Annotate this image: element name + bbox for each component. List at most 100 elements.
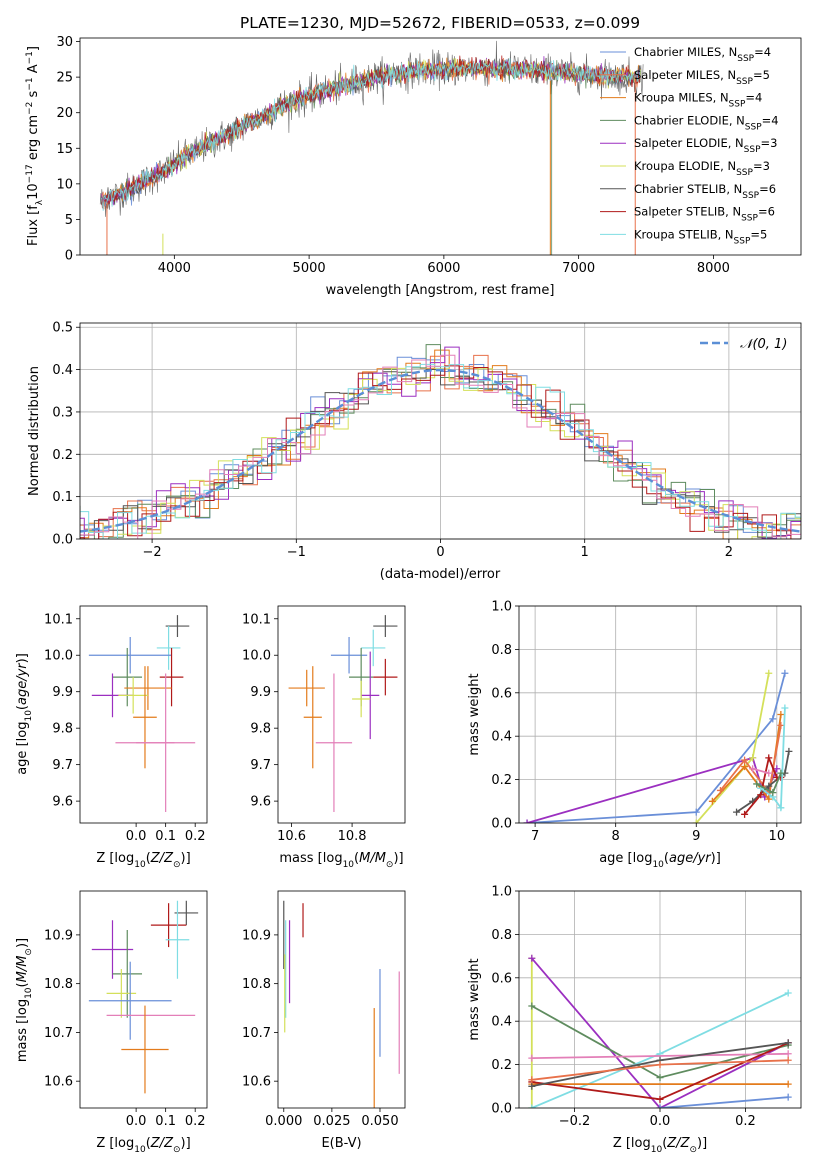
chart-title: PLATE=1230, MJD=52672, FIBERID=0533, z=0… <box>240 14 640 32</box>
x-tick-label: 0.0 <box>126 829 147 844</box>
x-axis-label: wavelength [Angstrom, rest frame] <box>326 283 555 298</box>
mass-weight-marker <box>769 715 777 723</box>
error-bar-point <box>373 658 398 696</box>
error-bar-point <box>165 615 190 637</box>
x-tick-label: 0.025 <box>313 1114 350 1129</box>
error-bar-point <box>133 666 157 769</box>
x-axis-label: Z [log10(Z/Z⊙)] <box>96 851 190 870</box>
x-tick-label: 10.8 <box>338 829 367 844</box>
mass-weight-marker <box>777 804 785 812</box>
axes-massweight_vs_age: 7 8 9 10 0.0 0.2 0.4 0.6 0.8 1.0 <box>491 600 802 844</box>
mass-weight-marker <box>528 954 536 962</box>
legend-label: Chabrier MILES, NSSP=4 <box>634 45 771 64</box>
y-tick-label: 9.7 <box>52 758 73 773</box>
y-tick-label: 10 <box>56 177 73 192</box>
mass-weight-marker <box>708 797 716 805</box>
y-tick-label: 0.8 <box>491 928 512 943</box>
y-tick-label: 0.4 <box>52 363 73 378</box>
mass-weight-marker <box>656 1104 664 1108</box>
legend-label: Salpeter STELIB, NSSP=6 <box>634 205 775 224</box>
y-tick-label: 0.6 <box>491 686 512 701</box>
error-bar-point <box>118 677 148 714</box>
mass-weight-marker <box>757 791 765 799</box>
y-tick-label: 0.8 <box>491 643 512 658</box>
error-bar-point <box>106 969 137 1018</box>
plot-area-age_vs_z <box>88 615 196 813</box>
mass-weight-marker <box>528 1002 536 1010</box>
axes-age_vs_z: 0.0 0.1 0.2 9.6 9.7 9.8 9.9 10.0 10.1 <box>44 605 208 844</box>
y-tick-label: 0.4 <box>491 730 512 745</box>
x-tick-label: 2 <box>725 545 733 560</box>
mass-weight-marker <box>777 711 785 718</box>
plot-area-mass_vs_ebv <box>283 900 400 1108</box>
mass-weight-marker <box>733 808 741 816</box>
y-tick-label: 9.6 <box>250 795 271 810</box>
y-tick-label: 9.9 <box>52 685 73 700</box>
mass-weight-marker <box>777 721 785 729</box>
axes-massweight_vs_z: −0.2 0.0 0.2 0.0 0.2 0.4 0.6 0.8 1.0 <box>491 885 802 1129</box>
error-bar-point <box>352 680 371 718</box>
histogram-step-line <box>80 354 801 539</box>
axes-frame <box>79 37 802 256</box>
mass-weight-series <box>531 957 789 1108</box>
mass-weight-series <box>695 673 770 823</box>
y-tick-label: 10.6 <box>44 1075 73 1090</box>
mass-weight-marker <box>765 795 773 803</box>
mass-weight-marker <box>784 1050 792 1058</box>
x-tick-label: 0.1 <box>155 1114 176 1129</box>
y-tick-label: 10.1 <box>242 612 271 627</box>
y-tick-label: 0.2 <box>52 448 73 463</box>
plot-area-age_vs_mass <box>288 615 398 813</box>
mass-weight-marker <box>784 1093 792 1101</box>
axes-frame <box>79 605 208 824</box>
y-tick-label: 10.0 <box>242 649 271 664</box>
error-bar-point <box>303 666 322 769</box>
error-bar-point <box>91 920 134 979</box>
y-axis-label: mass weight <box>467 673 482 755</box>
histogram-step-line <box>80 369 801 539</box>
x-axis-label: Z [log10(Z/Z⊙)] <box>96 1136 190 1155</box>
plot-area-residuals <box>80 344 801 539</box>
y-tick-label: 0.0 <box>491 1102 512 1117</box>
x-tick-label: 4000 <box>158 261 191 276</box>
y-tick-label: 10.9 <box>44 928 73 943</box>
x-tick-label: −0.2 <box>559 1114 591 1129</box>
x-axis-label: (data-model)/error <box>380 567 501 582</box>
mass-weight-marker <box>765 769 773 777</box>
mass-weight-series <box>719 725 782 795</box>
error-bar-point <box>361 629 386 667</box>
x-tick-label: −1 <box>287 545 306 560</box>
y-axis-label: mass [log10(M/M⊙)] <box>15 938 34 1062</box>
axes-mass_vs_ebv: 0.000 0.025 0.050 10.6 10.7 10.8 10.9 <box>242 890 406 1129</box>
mass-weight-marker <box>773 765 781 773</box>
mass-weight-series <box>659 1096 789 1108</box>
x-tick-label: 7 <box>531 829 539 844</box>
axes-spectrum: 4000 5000 6000 7000 8000 0 5 10 15 20 25 30 <box>56 35 802 276</box>
y-tick-label: 25 <box>56 71 73 86</box>
mass-weight-marker <box>656 1095 664 1103</box>
x-tick-label: 0.0 <box>126 1114 147 1129</box>
error-bar-point <box>330 637 368 674</box>
mass-weight-marker <box>741 756 749 764</box>
x-tick-label: 0.000 <box>265 1114 302 1129</box>
mass-weight-marker <box>784 1080 792 1088</box>
error-bar-point <box>361 651 380 740</box>
y-tick-label: 30 <box>56 35 73 50</box>
error-bar-point <box>159 647 184 707</box>
mass-weight-marker <box>769 789 777 797</box>
y-tick-label: 9.8 <box>52 722 73 737</box>
mass-weight-marker <box>692 819 700 823</box>
x-tick-label: 7000 <box>562 261 595 276</box>
legend-label: Kroupa ELODIE, NSSP=3 <box>634 159 770 178</box>
error-bar-point <box>165 900 190 979</box>
x-axis-label: age [log10(age/yr)] <box>599 851 721 870</box>
mass-weight-marker <box>765 669 773 677</box>
mass-weight-marker <box>528 1054 536 1062</box>
y-axis-label: Normed distribution <box>27 366 42 496</box>
mass-weight-marker <box>528 1082 536 1090</box>
y-tick-label: 0.0 <box>52 533 73 548</box>
mass-weight-series <box>531 1052 789 1059</box>
x-tick-label: 0.2 <box>185 1114 206 1129</box>
mass-weight-marker <box>777 769 785 777</box>
